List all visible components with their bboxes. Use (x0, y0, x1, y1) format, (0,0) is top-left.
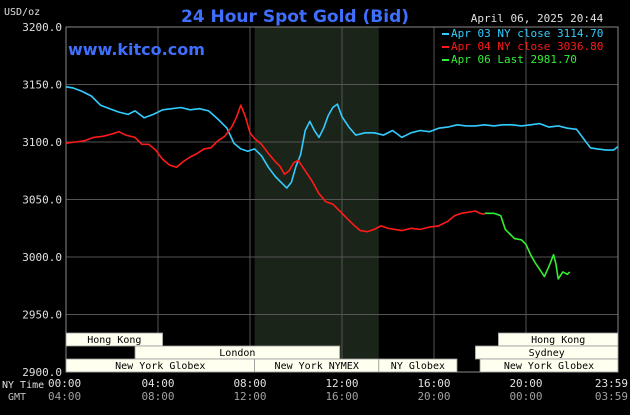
x-tick-label-ny: 12:00 (325, 377, 358, 390)
x-tick-label-gmt: 04:00 (48, 390, 81, 403)
session-label: Hong Kong (87, 335, 141, 346)
x-tick-label-gmt: 03:59 (595, 390, 628, 403)
series-line-3 (484, 212, 571, 280)
legend-entry: Apr 06 Last 2981.70 (451, 53, 577, 66)
session-box (479, 358, 619, 373)
y-tick-label: 3000.0 (22, 251, 62, 264)
series-line-2 (65, 104, 485, 233)
x-row-label-ny: NY Time (2, 380, 44, 391)
x-tick-label-ny: 23:59 (595, 377, 628, 390)
x-row-label-gmt: GMT (8, 392, 26, 403)
x-tick-label-gmt: 16:00 (325, 390, 358, 403)
session-box (378, 358, 458, 373)
y-tick-label: 3150.0 (22, 79, 62, 92)
session-box (65, 332, 163, 347)
y-tick-label: 2900.0 (22, 366, 62, 379)
session-label: New York Globex (504, 361, 594, 372)
y-tick-label: 3100.0 (22, 136, 62, 149)
session-label: NY Globex (391, 361, 445, 372)
session-label: London (219, 348, 255, 359)
timestamp: April 06, 2025 20:44 (471, 12, 604, 25)
x-tick-label-ny: 20:00 (509, 377, 542, 390)
x-tick-label-ny: 16:00 (417, 377, 450, 390)
y-tick-label: 3050.0 (22, 194, 62, 207)
legend-entry: Apr 03 NY close 3114.70 (451, 27, 603, 40)
x-tick-label-gmt: 08:00 (141, 390, 174, 403)
session-label: New York Globex (115, 361, 205, 372)
y-tick-label: 2950.0 (22, 309, 62, 322)
x-tick-label-ny: 00:00 (48, 377, 81, 390)
session-label: New York NYMEX (275, 361, 359, 372)
y-axis-label: USD/oz (4, 7, 40, 18)
legend-entry: Apr 04 NY close 3036.80 (451, 40, 603, 53)
session-label: Sydney (529, 348, 565, 359)
x-tick-label-ny: 04:00 (141, 377, 174, 390)
series-line-1 (65, 86, 619, 189)
chart-title: 24 Hour Spot Gold (Bid) (181, 7, 409, 27)
x-tick-label-gmt: 20:00 (417, 390, 450, 403)
y-tick-label: 3200.0 (22, 21, 62, 34)
session-label: Hong Kong (531, 335, 585, 346)
website-link[interactable]: www.kitco.com (68, 40, 205, 59)
x-tick-label-gmt: 12:00 (233, 390, 266, 403)
x-tick-label-ny: 08:00 (233, 377, 266, 390)
x-tick-label-gmt: 00:00 (509, 390, 542, 403)
